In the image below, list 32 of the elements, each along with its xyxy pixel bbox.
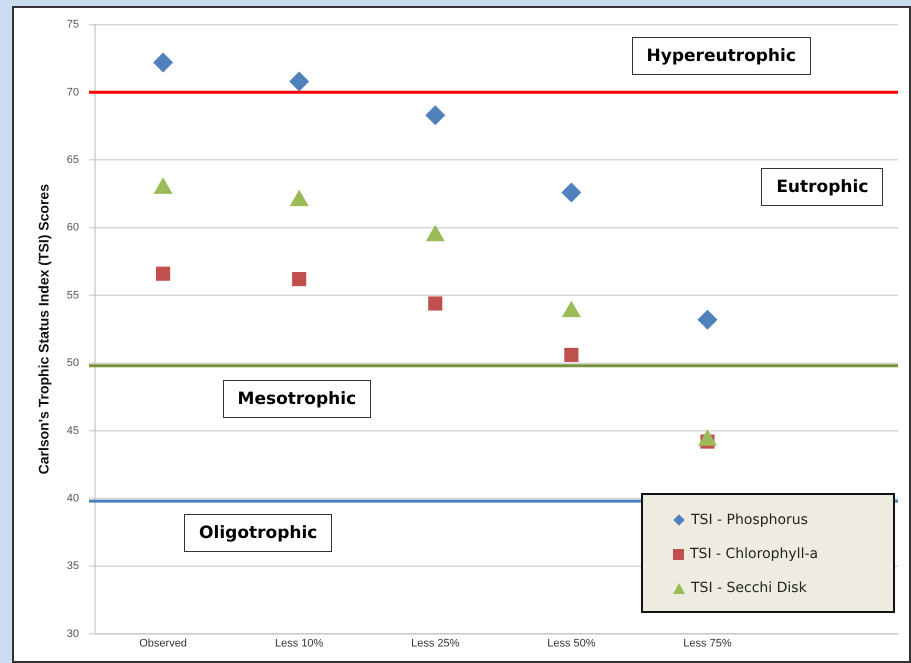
y-tick-label: 45 [66,424,80,437]
point [153,52,174,73]
annotation: Oligotrophic [184,514,332,552]
y-tick-label: 30 [66,628,80,640]
x-tick-label: Less 25% [411,637,460,650]
y-tick-label: 70 [66,86,80,98]
x-tick-label: Less 75% [683,637,732,650]
y-tick-label: 35 [66,560,80,572]
y-axis-title: Carlson's Trophic Status Index (TSI) Scores [35,184,52,474]
x-tick-label: Less 10% [275,637,324,650]
point [697,310,718,330]
x-tick-label: Observed [139,637,187,650]
legend-label: TSI - Phosphorus [691,512,808,528]
point [425,105,446,126]
point [289,71,310,92]
legend-label: TSI - Chlorophyll-a [690,546,818,562]
annotation: Hypereutrophic [632,37,811,76]
y-tick-label: 55 [66,289,80,302]
point [156,266,170,281]
point [561,182,582,202]
point [428,296,442,311]
y-tick-label: 65 [66,154,80,166]
text: Eutrophic [761,168,884,206]
point [564,348,578,362]
legend-label: TSI - Secchi Disk [691,580,807,596]
y-tick-label: 75 [66,18,80,31]
y-tick-label: 40 [66,492,80,504]
annotation: Mesotrophic [222,380,372,418]
x-tick-label: Less 50% [547,637,596,650]
point [292,272,306,286]
y-tick-label: 50 [66,357,80,370]
y-tick-label: 60 [66,222,80,234]
